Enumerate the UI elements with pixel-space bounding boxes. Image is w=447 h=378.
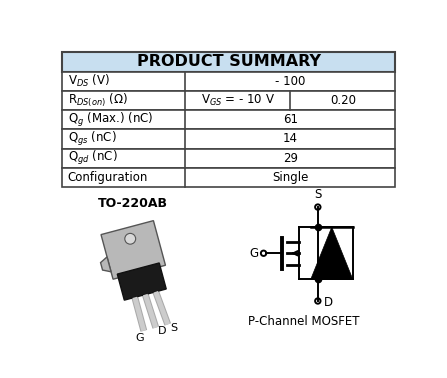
Polygon shape — [101, 221, 165, 279]
Polygon shape — [117, 263, 166, 300]
Text: S: S — [170, 323, 177, 333]
FancyBboxPatch shape — [62, 51, 395, 71]
Text: Q$_{gd}$ (nC): Q$_{gd}$ (nC) — [67, 149, 117, 167]
Text: 61: 61 — [283, 113, 298, 126]
FancyBboxPatch shape — [62, 71, 395, 91]
Text: G: G — [135, 333, 144, 343]
Text: 14: 14 — [283, 132, 298, 146]
Text: Configuration: Configuration — [67, 171, 148, 184]
Text: TO-220AB: TO-220AB — [98, 197, 169, 210]
FancyBboxPatch shape — [62, 110, 395, 129]
FancyBboxPatch shape — [62, 91, 395, 110]
Text: PRODUCT SUMMARY: PRODUCT SUMMARY — [137, 54, 320, 69]
Polygon shape — [101, 257, 111, 272]
FancyBboxPatch shape — [62, 129, 395, 149]
Text: 0.20: 0.20 — [330, 94, 356, 107]
Text: 29: 29 — [283, 152, 298, 165]
Text: V$_{GS}$ = - 10 V: V$_{GS}$ = - 10 V — [201, 93, 275, 108]
Text: V$_{DS}$ (V): V$_{DS}$ (V) — [67, 73, 110, 89]
FancyBboxPatch shape — [62, 168, 395, 187]
Text: D: D — [324, 296, 333, 309]
FancyBboxPatch shape — [62, 149, 395, 168]
Text: G: G — [249, 247, 258, 260]
Text: S: S — [314, 188, 321, 201]
Text: - 100: - 100 — [275, 75, 306, 88]
Text: P-Channel MOSFET: P-Channel MOSFET — [248, 315, 360, 328]
Text: Single: Single — [272, 171, 308, 184]
Text: D: D — [158, 326, 167, 336]
Polygon shape — [311, 227, 353, 279]
Circle shape — [125, 233, 135, 244]
Text: Q$_{gs}$ (nC): Q$_{gs}$ (nC) — [67, 130, 116, 148]
Text: R$_{DS(on)}$ (Ω): R$_{DS(on)}$ (Ω) — [67, 92, 127, 109]
Text: Q$_g$ (Max.) (nC): Q$_g$ (Max.) (nC) — [67, 111, 153, 129]
